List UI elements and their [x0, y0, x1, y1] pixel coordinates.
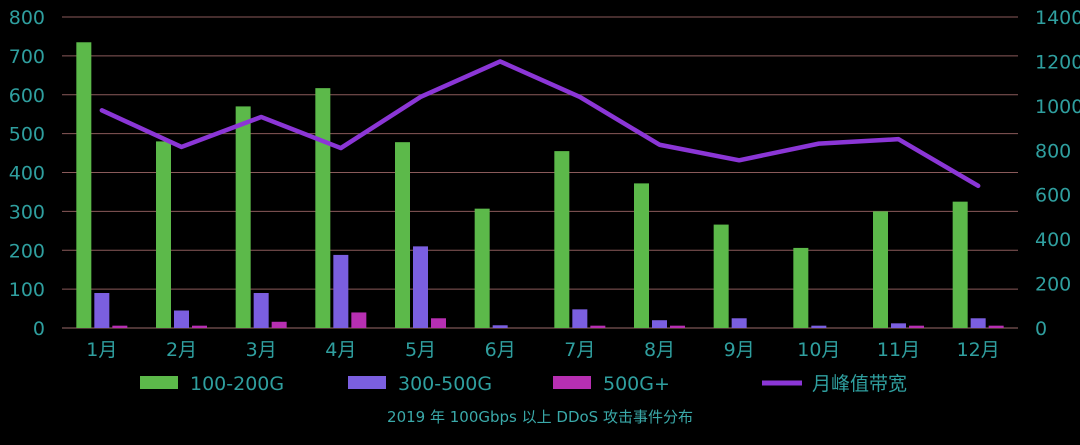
bar-500G+: [271, 321, 287, 328]
y-left-tick-label: 800: [9, 7, 45, 29]
x-tick-label: 9月: [724, 339, 755, 361]
legend-label: 500G+: [603, 373, 670, 395]
y-axis-right: 0 200 400 600 800 1000 1200 1400: [1035, 7, 1080, 340]
bar-300-500G: [891, 323, 906, 328]
legend-swatch: [553, 376, 591, 389]
y-left-tick-label: 300: [9, 201, 45, 223]
bar-100-200G: [474, 208, 490, 328]
bar-100-200G: [634, 183, 649, 328]
legend: 100-200G 300-500G 500G+ 月峰值带宽: [140, 373, 907, 395]
chart-caption: 2019 年 100Gbps 以上 DDoS 攻击事件分布: [387, 408, 693, 426]
bar-100-200G: [156, 141, 171, 328]
legend-label: 月峰值带宽: [812, 373, 907, 395]
bar-100-200G: [395, 142, 410, 328]
y-left-tick-label: 100: [9, 279, 45, 301]
x-tick-label: 10月: [797, 339, 840, 361]
bar-500G+: [192, 325, 207, 328]
y-right-tick-label: 0: [1035, 318, 1047, 340]
x-tick-label: 2月: [166, 339, 197, 361]
y-right-tick-label: 600: [1035, 185, 1071, 207]
bar-300-500G: [174, 310, 189, 328]
bar-300-500G: [94, 293, 110, 328]
bar-300-500G: [333, 254, 349, 328]
y-right-tick-label: 1400: [1035, 7, 1080, 29]
bar-300-500G: [970, 318, 986, 328]
bar-100-200G: [76, 42, 92, 329]
y-right-tick-label: 200: [1035, 274, 1071, 296]
x-tick-label: 11月: [877, 339, 920, 361]
bar-500G+: [590, 325, 606, 328]
bar-300-500G: [572, 309, 588, 328]
bar-500G+: [670, 325, 685, 328]
bar-100-200G: [952, 201, 968, 328]
legend-swatch: [348, 376, 386, 389]
line-series: [99, 59, 981, 189]
y-left-tick-label: 400: [9, 163, 45, 185]
legend-label: 300-500G: [398, 373, 492, 395]
bar-100-200G: [793, 247, 809, 328]
x-tick-label: 3月: [246, 339, 277, 361]
y-left-tick-label: 200: [9, 240, 45, 262]
x-axis: 1月 2月 3月 4月 5月 6月 7月 8月 9月 10月 11月 12月: [86, 339, 999, 361]
bar-500G+: [988, 325, 1004, 328]
bar-500G+: [909, 325, 924, 328]
x-tick-label: 6月: [485, 339, 516, 361]
bar-100-200G: [315, 88, 331, 328]
x-tick-label: 7月: [564, 339, 595, 361]
bar-500G+: [431, 318, 446, 328]
y-left-tick-label: 0: [33, 318, 45, 340]
bar-100-200G: [554, 151, 570, 328]
y-right-tick-label: 1200: [1035, 51, 1080, 73]
x-tick-label: 8月: [644, 339, 675, 361]
bar-series: [76, 42, 1004, 329]
x-tick-label: 12月: [957, 339, 1000, 361]
line-月峰值带宽: [99, 59, 981, 189]
bar-300-500G: [731, 318, 747, 328]
x-tick-label: 4月: [325, 339, 356, 361]
bar-500G+: [351, 312, 367, 328]
legend-swatch: [140, 376, 178, 389]
bar-300-500G: [652, 320, 667, 328]
x-tick-label: 1月: [86, 339, 117, 361]
y-right-tick-label: 1000: [1035, 96, 1080, 118]
legend-label: 100-200G: [190, 373, 284, 395]
bar-300-500G: [413, 246, 428, 328]
bar-500G+: [112, 325, 128, 328]
x-tick-label: 5月: [405, 339, 436, 361]
y-right-tick-label: 400: [1035, 229, 1071, 251]
bar-300-500G: [253, 293, 269, 328]
bar-100-200G: [713, 224, 729, 328]
y-right-tick-label: 800: [1035, 140, 1071, 162]
y-axis-left: 0 100 200 300 400 500 600 700 800: [9, 7, 45, 340]
y-left-tick-label: 700: [9, 46, 45, 68]
bar-300-500G: [811, 325, 827, 328]
bar-100-200G: [873, 211, 888, 328]
bar-100-200G: [235, 106, 251, 328]
bar-300-500G: [492, 325, 508, 328]
y-left-tick-label: 500: [9, 124, 45, 146]
y-left-tick-label: 600: [9, 85, 45, 107]
